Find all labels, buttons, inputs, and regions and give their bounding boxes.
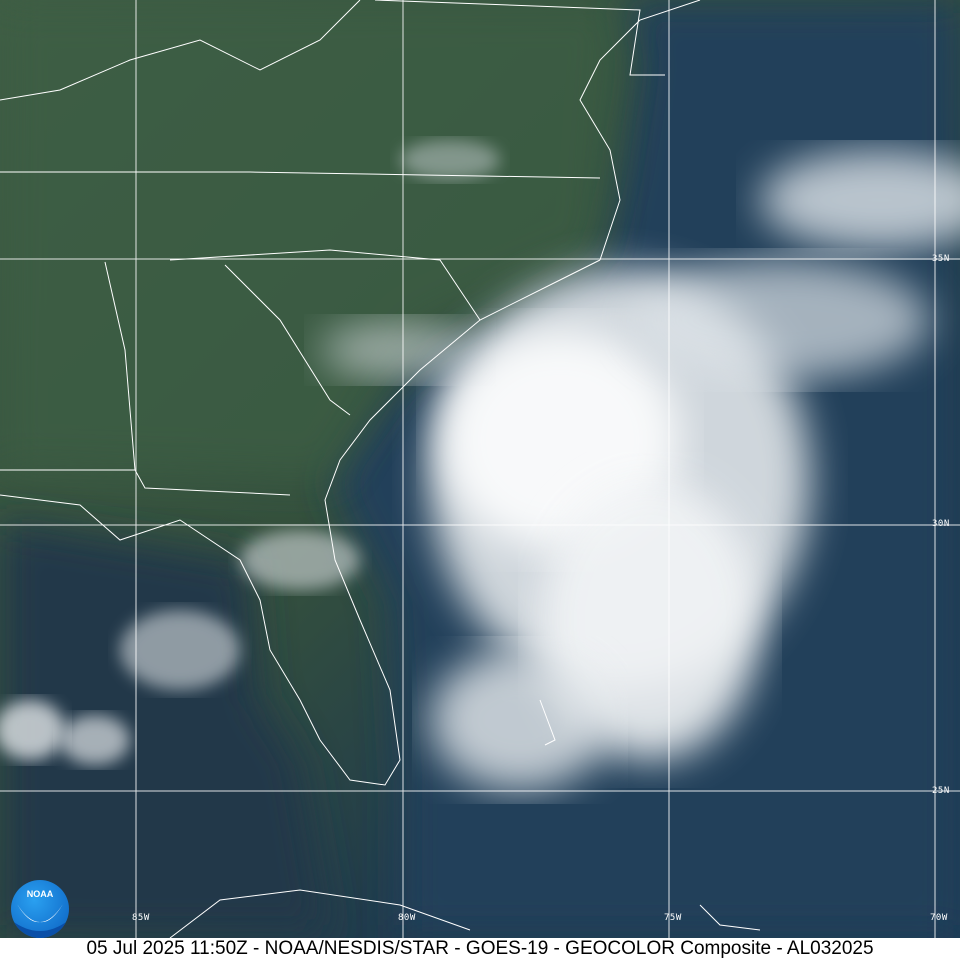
image-caption: 05 Jul 2025 11:50Z - NOAA/NESDIS/STAR - … (0, 938, 960, 960)
longitude-label-85w: 85W (132, 913, 150, 923)
noaa-logo-text: NOAA (26, 889, 54, 899)
lat-lon-grid (0, 0, 960, 938)
noaa-bird-icon (11, 904, 69, 938)
longitude-label-80w: 80W (398, 913, 416, 923)
storm-clouds (0, 140, 960, 790)
longitude-label-75w: 75W (664, 913, 682, 923)
longitude-label-70w: 70W (930, 913, 948, 923)
land-mass (0, 0, 620, 480)
satellite-imagery (0, 0, 960, 938)
coastlines-and-borders (0, 0, 760, 938)
gulf-of-mexico (0, 520, 330, 938)
noaa-logo: NOAA (11, 880, 69, 938)
latitude-label-35n: 35N (932, 254, 950, 264)
latitude-label-30n: 30N (932, 519, 950, 529)
latitude-label-25n: 25N (932, 786, 950, 796)
